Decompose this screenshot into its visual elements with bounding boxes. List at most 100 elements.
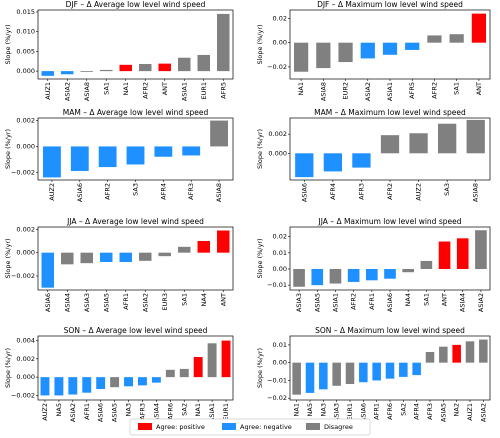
bar xyxy=(345,362,355,384)
x-tick-label: ASIA2 xyxy=(63,82,71,101)
bar xyxy=(295,153,314,178)
x-tick-label: NA5 xyxy=(55,403,63,416)
x-tick-label: ASIA3 xyxy=(333,403,341,422)
bar xyxy=(138,377,147,386)
x-tick-label: SA1 xyxy=(453,82,461,95)
x-tick-label: NA1 xyxy=(194,403,202,416)
bar xyxy=(68,377,78,395)
x-tick-label: ASIA3 xyxy=(83,293,91,312)
axes-frame xyxy=(289,335,491,401)
x-tick-label: ASIA2 xyxy=(479,403,487,422)
x-tick-label: ASIA1 xyxy=(331,293,339,312)
y-tick-label: 0.000 xyxy=(268,149,287,157)
chart-title: MAM – Δ Maximum low level wind speed xyxy=(314,108,466,117)
bar xyxy=(100,69,113,72)
legend-swatch xyxy=(306,423,320,430)
bar xyxy=(292,362,301,395)
y-tick-label: 0.005 xyxy=(16,47,35,55)
y-tick-label: 0.004 xyxy=(16,337,35,345)
bar xyxy=(466,119,485,154)
x-tick-label: ANT xyxy=(475,82,483,95)
bar xyxy=(425,352,435,363)
bar xyxy=(479,339,488,363)
y-tick-label: 0.002 xyxy=(16,225,35,233)
bar xyxy=(139,252,152,261)
x-tick-label: AFR1 xyxy=(373,403,381,420)
bar xyxy=(126,146,145,165)
y-tick-label: 0.002 xyxy=(16,117,35,125)
y-tick-label: −0.01 xyxy=(267,281,287,289)
y-tick-label: 0.00 xyxy=(273,265,287,273)
bar xyxy=(323,153,342,172)
bar xyxy=(80,252,93,264)
bar xyxy=(61,252,74,265)
x-tick-label: AUZ1 xyxy=(44,82,52,100)
y-tick-label: −0.02 xyxy=(267,394,287,402)
bar xyxy=(405,42,420,50)
bar xyxy=(193,357,203,378)
y-tick-label: 0.01 xyxy=(273,249,287,257)
y-tick-label: 0.02 xyxy=(273,14,287,22)
y-tick-label: 0.002 xyxy=(268,130,287,138)
chart-title: SON – Δ Maximum low level wind speed xyxy=(315,326,465,335)
y-tick-label: 0.000 xyxy=(16,67,35,75)
x-tick-label: EUR1 xyxy=(200,82,208,100)
bar xyxy=(178,57,191,72)
x-tick-label: ASIA2 xyxy=(141,293,149,312)
bar xyxy=(347,269,360,282)
x-tick-label: AFR2 xyxy=(430,82,438,99)
x-tick-label: NA3 xyxy=(319,403,327,416)
x-tick-label: AFR6 xyxy=(386,403,394,420)
y-tick-label: 0.015 xyxy=(16,8,35,16)
y-axis-label: Slope (%/yr) xyxy=(256,24,264,64)
bar xyxy=(207,343,217,378)
bar xyxy=(332,362,341,386)
x-tick-label: ASIA6 xyxy=(300,183,308,202)
x-tick-label: ASIA5 xyxy=(111,403,119,422)
x-tick-label: ASIA2 xyxy=(364,82,372,101)
bar xyxy=(178,246,191,253)
x-tick-label: ASIA4 xyxy=(459,293,467,312)
y-tick-label: 0.010 xyxy=(16,28,35,36)
bar xyxy=(427,35,442,43)
x-tick-label: SA1 xyxy=(102,82,110,95)
bar xyxy=(372,362,381,381)
bar xyxy=(449,34,464,43)
bar xyxy=(70,146,89,171)
x-tick-label: ASIA2 xyxy=(69,403,77,422)
axes-frame xyxy=(37,117,234,181)
legend-label: Agree: negative xyxy=(240,423,292,431)
y-tick-label: 0.01 xyxy=(273,341,287,349)
axes-frame xyxy=(289,117,491,181)
x-tick-label: NA1 xyxy=(122,82,130,95)
bar xyxy=(165,369,175,378)
y-axis-label: Slope (%/yr) xyxy=(4,238,12,278)
x-tick-label: AFR1 xyxy=(83,403,91,420)
x-tick-label: ASIA1 xyxy=(208,403,216,422)
bar xyxy=(217,230,230,253)
x-tick-label: SA3 xyxy=(443,183,451,196)
bar xyxy=(360,42,375,59)
bar xyxy=(43,146,61,178)
y-axis-label: Slope (%/yr) xyxy=(4,348,12,388)
x-tick-label: AUZ2 xyxy=(48,183,56,201)
x-tick-label: EUR1 xyxy=(222,403,230,421)
x-tick-label: NA5 xyxy=(306,403,314,416)
legend-label: Disagree xyxy=(324,423,353,431)
bar xyxy=(452,344,461,363)
chart-title: DJF – Δ Maximum low level wind speed xyxy=(317,0,463,9)
y-tick-label: −0.02 xyxy=(267,63,287,71)
x-tick-label: ANT xyxy=(441,293,449,306)
bar xyxy=(139,64,152,72)
x-tick-label: ASIA6 xyxy=(386,293,394,312)
bar xyxy=(456,238,469,269)
bar xyxy=(382,42,398,55)
y-tick-label: 0.00 xyxy=(273,39,287,47)
bar xyxy=(329,269,342,284)
axes-frame xyxy=(37,335,234,401)
bar xyxy=(158,252,171,257)
x-tick-label: ASIA6 xyxy=(76,183,84,202)
y-tick-label: 0.00 xyxy=(273,359,287,367)
bar xyxy=(384,269,396,279)
bar xyxy=(210,120,228,147)
